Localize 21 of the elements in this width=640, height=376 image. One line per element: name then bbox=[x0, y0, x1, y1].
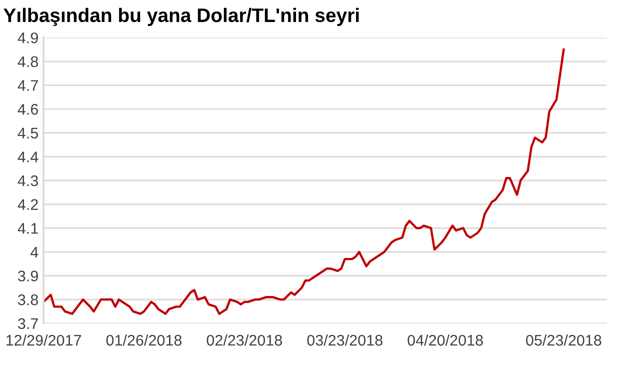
x-tick-label: 01/26/2018 bbox=[106, 334, 182, 346]
y-tick-label: 4 bbox=[30, 246, 38, 258]
y-tick-label: 4.9 bbox=[18, 32, 38, 44]
x-tick-label: 05/23/2018 bbox=[526, 334, 602, 346]
y-tick-label: 4.3 bbox=[18, 175, 38, 186]
y-tick-label: 4.6 bbox=[18, 104, 38, 115]
y-tick-label: 3.9 bbox=[18, 270, 38, 282]
y-tick-label: 4.5 bbox=[18, 128, 38, 139]
x-tick-label: 12/29/2017 bbox=[6, 334, 81, 346]
y-tick-label: 4.2 bbox=[18, 199, 38, 210]
y-tick-label: 4.1 bbox=[18, 223, 38, 234]
line-series bbox=[44, 48, 565, 315]
x-tick-label: 03/23/2018 bbox=[307, 334, 382, 346]
y-tick-label: 3.7 bbox=[18, 318, 38, 330]
chart-title: Yılbaşından bu yana Dolar/TL'nin seyri bbox=[4, 8, 359, 26]
y-tick-label: 4.7 bbox=[18, 80, 38, 91]
y-tick-label: 4.8 bbox=[18, 56, 38, 68]
x-tick-label: 02/23/2018 bbox=[206, 334, 282, 346]
y-tick-label: 3.8 bbox=[18, 294, 38, 306]
y-tick-label: 4.4 bbox=[18, 152, 38, 162]
x-tick-label: 04/20/2018 bbox=[408, 334, 483, 346]
